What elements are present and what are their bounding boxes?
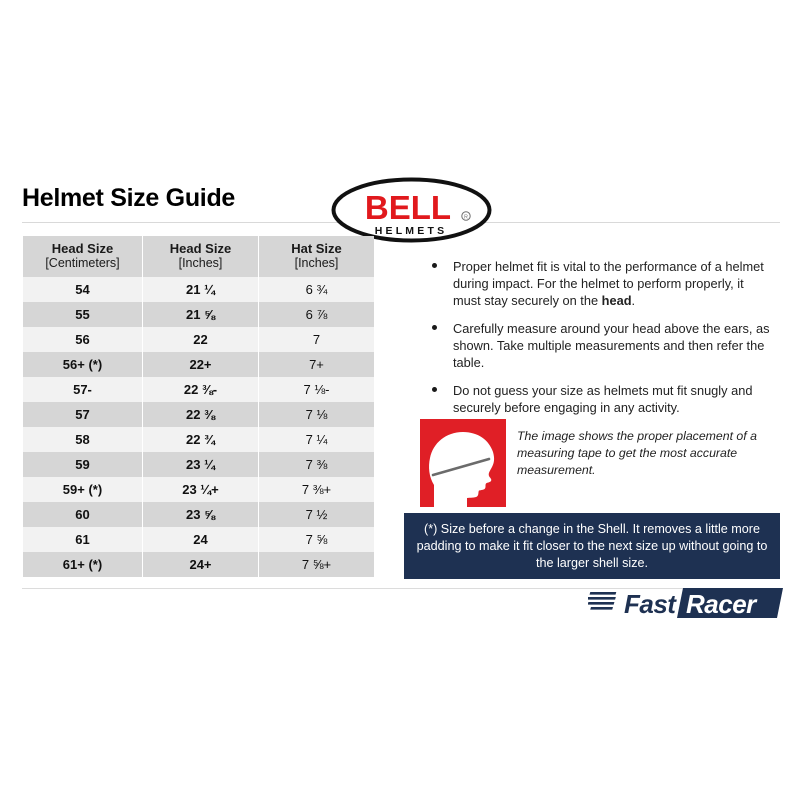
cell-head-size-cm: 56+ (*) xyxy=(23,352,142,378)
cell-hat-size-in: 6 ⅞ xyxy=(259,302,374,328)
cell-hat-size-in: 6 ¾ xyxy=(259,277,374,303)
fit-instructions-list: Proper helmet fit is vital to the perfor… xyxy=(428,258,773,427)
bullet-dot-icon xyxy=(432,325,437,331)
illustration-caption: The image shows the proper placement of … xyxy=(517,429,757,477)
bullet-dot-icon xyxy=(432,263,437,268)
cell-hat-size-in: 7+ xyxy=(259,352,374,378)
column-header-head-size-in: Head Size [Inches] xyxy=(143,236,258,278)
fit-instruction-item: Carefully measure around your head above… xyxy=(428,320,773,371)
table-row: 56 22 7 xyxy=(23,327,374,353)
cell-head-size-in: 23 ¼+ xyxy=(143,477,258,503)
cell-head-size-in: 22 xyxy=(143,327,258,353)
column-header-line1: Head Size xyxy=(169,241,232,256)
fastracer-part2: Racer xyxy=(686,589,758,619)
column-header-line2: [Centimeters] xyxy=(45,256,120,271)
column-header-line2: [Inches] xyxy=(294,256,339,271)
fit-instruction-text: Proper helmet fit is vital to the perfor… xyxy=(453,259,764,309)
fastracer-part1: Fast xyxy=(624,589,677,619)
footer-divider xyxy=(22,588,780,589)
head-measurement-illustration xyxy=(420,419,506,507)
table-row: 59+ (*) 23 ¼+ 7 ⅜+ xyxy=(23,477,374,503)
column-header-head-size-cm: Head Size [Centimeters] xyxy=(23,236,142,278)
bell-helmets-logo: BELL R HELMETS xyxy=(330,177,493,243)
svg-text:R: R xyxy=(464,215,468,221)
cell-hat-size-in: 7 ⅝ xyxy=(259,527,374,553)
cell-hat-size-in: 7 ⅜ xyxy=(259,452,374,478)
fit-instruction-item: Do not guess your size as helmets mut fi… xyxy=(428,382,773,416)
svg-text:HELMETS: HELMETS xyxy=(375,225,448,237)
table-row: 61+ (*) 24+ 7 ⅝+ xyxy=(23,552,374,578)
page-title: Helmet Size Guide xyxy=(22,184,236,212)
cell-head-size-cm: 59+ (*) xyxy=(23,477,142,503)
fit-instruction-item: Proper helmet fit is vital to the perfor… xyxy=(428,258,773,309)
table-row: 56+ (*) 22+ 7+ xyxy=(23,352,374,378)
cell-head-size-cm: 57- xyxy=(23,377,142,403)
cell-hat-size-in: 7 ⅛- xyxy=(259,377,374,403)
cell-hat-size-in: 7 ½ xyxy=(259,502,374,528)
svg-text:BELL: BELL xyxy=(365,189,451,226)
cell-head-size-cm: 61+ (*) xyxy=(23,552,142,578)
cell-head-size-in: 22+ xyxy=(143,352,258,378)
cell-head-size-cm: 54 xyxy=(23,277,142,303)
column-header-hat-size-in: Hat Size [Inches] xyxy=(259,236,374,278)
cell-head-size-in: 24+ xyxy=(143,552,258,578)
bullet-dot-icon xyxy=(432,387,437,393)
cell-head-size-in: 22 ¾ xyxy=(143,427,258,453)
cell-head-size-in: 23 ⅝ xyxy=(143,502,258,528)
cell-hat-size-in: 7 ⅛ xyxy=(259,402,374,428)
table-row: 57- 22 ⅜- 7 ⅛- xyxy=(23,377,374,403)
cell-hat-size-in: 7 ⅜+ xyxy=(259,477,374,503)
cell-hat-size-in: 7 ¼ xyxy=(259,427,374,453)
cell-head-size-in: 22 ⅜- xyxy=(143,377,258,403)
cell-head-size-in: 22 ⅜ xyxy=(143,402,258,428)
cell-head-size-cm: 60 xyxy=(23,502,142,528)
cell-head-size-cm: 59 xyxy=(23,452,142,478)
cell-head-size-cm: 61 xyxy=(23,527,142,553)
column-header-line2: [Inches] xyxy=(178,256,223,271)
cell-hat-size-in: 7 xyxy=(259,327,374,353)
cell-head-size-cm: 55 xyxy=(23,302,142,328)
cell-head-size-in: 21 ¼ xyxy=(143,277,258,303)
cell-head-size-in: 24 xyxy=(143,527,258,553)
cell-hat-size-in: 7 ⅝+ xyxy=(259,552,374,578)
fastracer-logo: Fast Racer xyxy=(585,586,783,620)
cell-head-size-cm: 56 xyxy=(23,327,142,353)
shell-change-note-box: (*) Size before a change in the Shell. I… xyxy=(404,513,780,579)
column-header-line1: Hat Size xyxy=(291,241,342,256)
shell-change-note-text: (*) Size before a change in the Shell. I… xyxy=(416,521,768,570)
cell-head-size-in: 23 ¼ xyxy=(143,452,258,478)
table-row: 61 24 7 ⅝ xyxy=(23,527,374,553)
cell-head-size-in: 21 ⅝ xyxy=(143,302,258,328)
cell-head-size-cm: 57 xyxy=(23,402,142,428)
table-header-row: Head Size [Centimeters] Head Size [Inche… xyxy=(23,236,374,278)
fit-instruction-text: Do not guess your size as helmets mut fi… xyxy=(453,383,753,416)
cell-head-size-cm: 58 xyxy=(23,427,142,453)
measurement-illustration-block: The image shows the proper placement of … xyxy=(420,419,775,507)
helmet-size-table: Head Size [Centimeters] Head Size [Inche… xyxy=(22,236,375,578)
fit-instruction-text: Carefully measure around your head above… xyxy=(453,321,770,371)
column-header-line1: Head Size xyxy=(51,241,114,256)
